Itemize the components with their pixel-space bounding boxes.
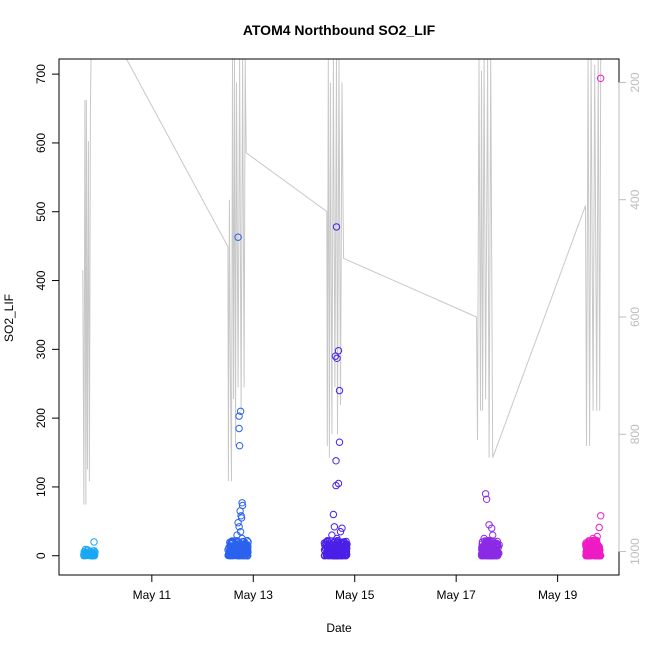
- data-point: [236, 407, 245, 415]
- data-point: [331, 538, 339, 546]
- data-point: [332, 223, 341, 231]
- x-tick-label: May 11: [133, 588, 172, 602]
- data-point: [597, 512, 605, 520]
- y-tick-label: 500: [34, 201, 48, 221]
- data-point: [240, 548, 248, 557]
- data-point: [234, 519, 242, 527]
- flight-1-points: [80, 538, 99, 560]
- data-point: [482, 495, 491, 503]
- data-point: [481, 490, 490, 498]
- data-point: [595, 523, 603, 532]
- data-point: [237, 514, 246, 522]
- data-point: [85, 551, 94, 560]
- data-point: [235, 523, 243, 531]
- y-tick-label: 100: [34, 477, 48, 497]
- data-point: [233, 540, 241, 549]
- data-point: [492, 539, 500, 548]
- y-tick-label: 600: [34, 133, 48, 153]
- flight-3-points: [320, 223, 351, 560]
- pressure-line: [82, 59, 602, 505]
- x-axis: May 11 May 13 May 15 May 17 May 19: [133, 575, 578, 602]
- data-point: [324, 544, 332, 552]
- data-point: [334, 539, 343, 547]
- data-point: [338, 546, 346, 554]
- data-point: [582, 543, 590, 551]
- data-point: [229, 546, 237, 555]
- right-tick-label: 600: [628, 307, 642, 327]
- data-point: [327, 543, 335, 552]
- y-tick-label: 200: [34, 408, 48, 428]
- data-point: [334, 347, 343, 355]
- data-point: [80, 551, 89, 560]
- data-point: [335, 438, 344, 446]
- data-point: [332, 457, 340, 465]
- y-tick-label: 400: [34, 270, 48, 290]
- x-tick-label: May 13: [234, 588, 274, 602]
- data-point: [238, 499, 246, 507]
- data-points-layer: [80, 74, 605, 560]
- pressure-line-layer: [82, 59, 602, 505]
- data-point: [589, 550, 597, 559]
- data-point: [593, 551, 601, 560]
- right-tick-label: 200: [628, 72, 642, 92]
- data-point: [488, 524, 496, 532]
- data-point: [235, 412, 243, 420]
- x-tick-label: May 19: [538, 588, 578, 602]
- data-point: [482, 539, 490, 547]
- data-point: [322, 538, 330, 547]
- data-point: [236, 507, 244, 515]
- right-tick-label: 1000: [628, 538, 642, 565]
- data-point: [233, 538, 241, 546]
- data-point: [226, 542, 235, 551]
- data-point: [235, 442, 244, 450]
- data-point: [329, 510, 338, 519]
- data-point: [84, 551, 93, 559]
- data-point: [331, 352, 340, 360]
- data-point: [229, 550, 238, 558]
- data-point: [235, 424, 243, 433]
- data-point: [334, 479, 343, 488]
- data-point: [332, 481, 340, 490]
- data-point: [239, 544, 247, 552]
- right-tick-label: 400: [628, 189, 642, 209]
- right-axis: 200 400 600 800 1000: [618, 72, 642, 565]
- data-point: [336, 528, 345, 536]
- flight-5-points: [582, 74, 605, 560]
- chart-title: ATOM4 Northbound SO2_LIF: [243, 22, 436, 38]
- y-tick-label: 300: [34, 339, 48, 359]
- x-tick-label: May 17: [436, 588, 476, 602]
- x-axis-label: Date: [326, 621, 352, 635]
- right-tick-label: 800: [628, 424, 642, 444]
- flight-2-points: [224, 233, 252, 560]
- data-point: [341, 552, 350, 560]
- data-point: [343, 544, 351, 553]
- data-point: [597, 74, 605, 83]
- y-axis: 0 100 200 300 400 500 600 700: [34, 64, 59, 559]
- data-point: [484, 548, 493, 556]
- x-tick-label: May 15: [335, 588, 375, 602]
- data-point: [335, 386, 344, 395]
- data-point: [338, 524, 346, 532]
- data-point: [233, 531, 241, 539]
- data-point: [593, 547, 601, 555]
- flight-4-points: [477, 490, 503, 560]
- data-point: [333, 354, 341, 362]
- data-point: [592, 538, 600, 546]
- data-point: [330, 523, 339, 531]
- data-point: [323, 549, 331, 557]
- data-point: [234, 233, 242, 241]
- data-point: [343, 541, 351, 549]
- data-point: [331, 550, 339, 558]
- data-point: [90, 538, 98, 546]
- y-tick-label: 700: [34, 64, 48, 84]
- y-axis-label: SO2_LIF: [2, 294, 16, 342]
- y-tick-label: 0: [34, 552, 48, 559]
